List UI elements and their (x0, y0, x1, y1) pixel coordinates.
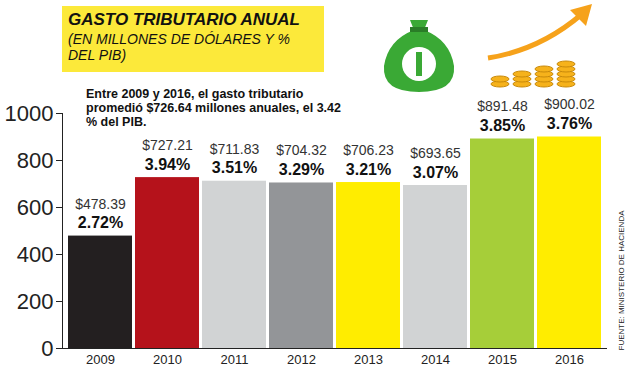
svg-text:3.94%: 3.94% (145, 156, 190, 173)
svg-text:3.85%: 3.85% (480, 117, 525, 134)
svg-text:$891.48: $891.48 (477, 98, 528, 114)
svg-text:3.21%: 3.21% (346, 161, 391, 178)
svg-text:$706.23: $706.23 (343, 142, 394, 158)
svg-text:2015: 2015 (488, 352, 517, 367)
svg-text:$900.02: $900.02 (544, 96, 595, 112)
svg-text:$478.39: $478.39 (75, 196, 126, 212)
svg-text:2010: 2010 (153, 352, 182, 367)
svg-text:200: 200 (17, 289, 54, 314)
svg-text:3.07%: 3.07% (413, 164, 458, 181)
svg-text:2.72%: 2.72% (78, 214, 123, 231)
html-text:Entre 2009 y 2016, el gasto tr: Entre 2009 y 2016, el gasto tributario p… (86, 87, 341, 129)
html-text:FUENTE: MINISTERIO DE HACIENDA: FUENTE: MINISTERIO DE HACIENDA (616, 210, 626, 351)
svg-text:3.76%: 3.76% (547, 115, 592, 132)
svg-text:$711.83: $711.83 (210, 141, 260, 157)
svg-text:1000: 1000 (5, 101, 54, 126)
svg-text:3.51%: 3.51% (212, 159, 257, 176)
html-text:(EN MILLONES DE DÓLARES Y % DE: (EN MILLONES DE DÓLARES Y % DEL PIB) (68, 31, 290, 63)
svg-text:2009: 2009 (86, 352, 115, 367)
svg-text:$704.32: $704.32 (276, 142, 327, 158)
svg-text:2016: 2016 (555, 352, 584, 367)
svg-text:600: 600 (17, 195, 54, 220)
svg-text:2012: 2012 (287, 352, 316, 367)
svg-text:3.29%: 3.29% (279, 161, 324, 178)
svg-text:0: 0 (41, 336, 53, 361)
svg-text:2014: 2014 (421, 352, 450, 367)
svg-text:2013: 2013 (354, 352, 383, 367)
svg-text:400: 400 (17, 242, 54, 267)
svg-text:2011: 2011 (221, 352, 249, 367)
svg-text:$693.65: $693.65 (410, 145, 461, 161)
svg-text:$727.21: $727.21 (142, 137, 193, 153)
svg-text:800: 800 (17, 148, 54, 173)
html-text:GASTO TRIBUTARIO ANUAL: GASTO TRIBUTARIO ANUAL (68, 10, 300, 29)
